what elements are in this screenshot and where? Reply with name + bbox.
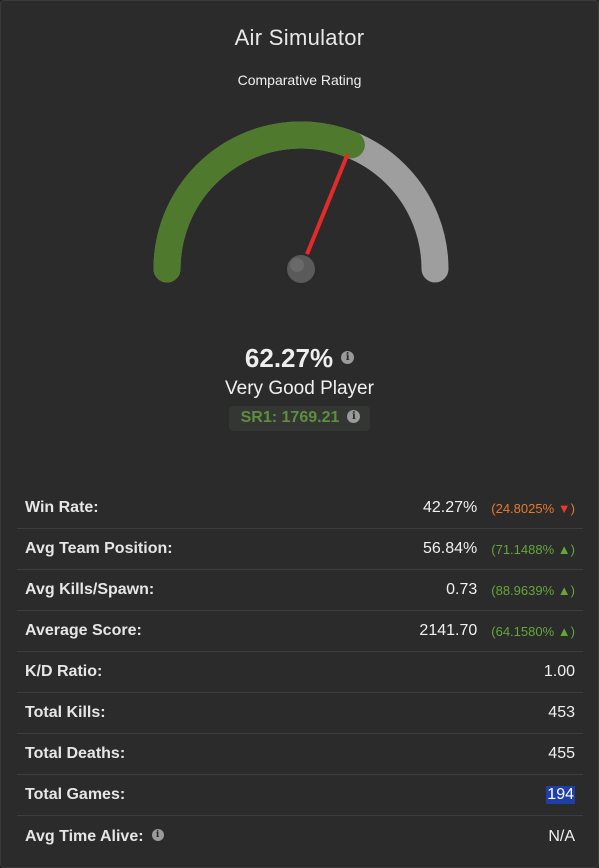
stat-value: 2141.70 [419,622,478,639]
stat-value: 0.73 [446,581,478,598]
stat-row: Total Kills: 453 [17,693,583,734]
stat-delta: (64.1580% ▲) [491,623,575,639]
rating-rank: Very Good Player [225,378,374,399]
sr-badge: SR1: 1769.21 i [228,406,371,431]
gauge-subtitle: Comparative Rating [237,72,362,88]
stat-delta: (24.8025% ▼) [491,500,575,516]
info-icon[interactable]: i [341,350,355,364]
info-icon[interactable]: i [347,410,361,424]
info-icon[interactable]: i [151,829,164,842]
stat-label: Avg Time Alive: i [25,828,164,846]
stat-row: Avg Team Position: 56.84% (71.1488% ▲) [17,529,583,570]
stat-label: Avg Team Position: [25,540,173,557]
arrow-down-icon: ▼ [557,500,571,516]
stat-delta: (88.9639% ▲) [491,582,575,598]
rating-score: 62.27% i [1,343,598,374]
stat-row: Avg Time Alive: i N/A [17,816,583,857]
stat-label: Win Rate: [25,499,99,516]
stat-label: Total Games: [25,786,126,803]
arrow-up-icon: ▲ [557,623,571,639]
stat-value: 453 [548,704,575,721]
sr-value: SR1: 1769.21 [240,409,340,426]
stat-value: 42.27% [423,499,478,516]
page-title: Air Simulator [234,25,365,50]
stat-value-selected[interactable]: 194 [546,786,575,804]
stat-row: Avg Kills/Spawn: 0.73 (88.9639% ▲) [17,570,583,611]
arrow-up-icon: ▲ [557,582,571,598]
stat-value: 455 [548,745,575,762]
stat-row: Average Score: 2141.70 (64.1580% ▲) [17,611,583,652]
stat-row: K/D Ratio: 1.00 [17,652,583,693]
stat-label: Total Deaths: [25,745,126,762]
stat-value: 56.84% [423,540,478,557]
gauge-fill [153,121,365,283]
stat-row: Total Games: 194 [17,775,583,816]
stats-table: Win Rate: 42.27% (24.8025% ▼) Avg Team P… [17,488,583,857]
gauge-needle [299,153,349,271]
stat-label: Average Score: [25,622,142,639]
stat-label: Total Kills: [25,704,106,721]
rating-gauge [153,121,449,285]
rating-percent: 62.27% [244,343,334,373]
stat-value: 1.00 [543,663,575,680]
stat-label: Avg Kills/Spawn: [25,581,155,598]
stat-value: N/A [548,827,575,845]
gauge-hub-highlight [290,258,304,272]
stat-delta: (71.1488% ▲) [491,541,575,557]
stat-row: Win Rate: 42.27% (24.8025% ▼) [17,488,583,529]
arrow-up-icon: ▲ [557,541,571,557]
stat-label: K/D Ratio: [25,663,103,680]
stat-row: Total Deaths: 455 [17,734,583,775]
gauge-track [153,121,449,283]
